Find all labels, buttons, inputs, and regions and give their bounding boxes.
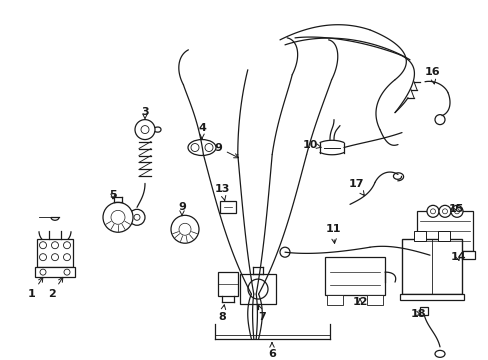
Bar	[240, 274, 275, 304]
Circle shape	[453, 209, 459, 214]
Circle shape	[204, 144, 213, 152]
Circle shape	[450, 205, 462, 217]
Circle shape	[51, 254, 59, 261]
Text: 13: 13	[214, 184, 229, 201]
Circle shape	[64, 269, 70, 275]
Text: 12: 12	[351, 297, 367, 307]
Circle shape	[426, 205, 438, 217]
Bar	[326, 295, 342, 305]
Circle shape	[63, 242, 70, 249]
Circle shape	[171, 215, 199, 243]
Bar	[419, 307, 427, 315]
Circle shape	[103, 202, 133, 232]
Text: 9: 9	[214, 143, 238, 158]
Text: 14: 14	[449, 252, 465, 262]
Bar	[220, 201, 236, 213]
Bar	[414, 251, 474, 259]
Circle shape	[134, 214, 140, 220]
Text: 6: 6	[267, 343, 275, 359]
Circle shape	[179, 223, 191, 235]
Text: 9: 9	[178, 202, 185, 215]
Bar	[325, 257, 384, 295]
Circle shape	[63, 254, 70, 261]
Circle shape	[135, 120, 155, 140]
Bar	[366, 295, 382, 305]
Circle shape	[141, 126, 149, 134]
Text: 7: 7	[257, 305, 265, 322]
Circle shape	[434, 114, 444, 125]
Ellipse shape	[434, 350, 444, 357]
Circle shape	[280, 247, 289, 257]
Circle shape	[51, 242, 59, 249]
Text: 1: 1	[28, 277, 43, 299]
Bar	[401, 239, 461, 294]
Circle shape	[40, 242, 46, 249]
Text: 8: 8	[218, 305, 225, 322]
Text: 16: 16	[423, 67, 439, 84]
Circle shape	[191, 144, 199, 152]
Text: 15: 15	[447, 204, 463, 214]
Bar	[416, 211, 472, 251]
Bar	[399, 294, 463, 300]
Text: 11: 11	[325, 224, 340, 243]
Text: 2: 2	[48, 277, 63, 299]
Bar	[35, 267, 75, 277]
Text: 3: 3	[141, 107, 148, 120]
Circle shape	[424, 250, 434, 260]
Circle shape	[40, 269, 46, 275]
Text: 17: 17	[347, 179, 364, 195]
Circle shape	[111, 210, 125, 224]
Ellipse shape	[187, 140, 216, 156]
Text: 18: 18	[409, 309, 425, 319]
Text: 5: 5	[109, 190, 117, 201]
Text: 10: 10	[302, 140, 320, 149]
Circle shape	[442, 209, 447, 214]
Circle shape	[438, 205, 450, 217]
FancyBboxPatch shape	[37, 239, 73, 267]
Bar	[218, 272, 238, 296]
Text: 4: 4	[198, 123, 205, 139]
Circle shape	[129, 209, 145, 225]
Circle shape	[40, 254, 46, 261]
Bar	[437, 231, 449, 241]
Bar	[413, 231, 425, 241]
Circle shape	[247, 279, 267, 299]
Circle shape	[429, 209, 435, 214]
